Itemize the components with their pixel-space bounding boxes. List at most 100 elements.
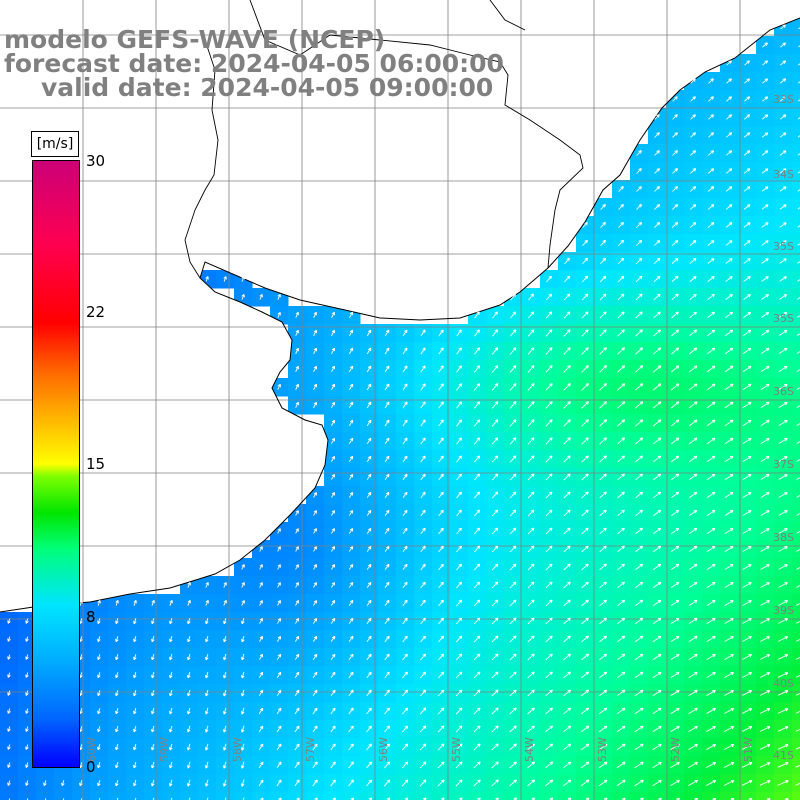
direction-arrow — [545, 329, 553, 337]
direction-arrow — [599, 581, 607, 589]
direction-arrow — [169, 725, 173, 733]
direction-arrow — [331, 492, 335, 498]
direction-arrow — [97, 618, 101, 624]
lat-label-38s: 38S — [773, 531, 794, 544]
direction-arrow — [420, 563, 426, 571]
direction-arrow — [402, 473, 408, 481]
direction-arrow — [581, 671, 590, 679]
direction-arrow — [331, 419, 336, 426]
direction-arrow — [777, 726, 789, 732]
direction-arrow — [653, 329, 661, 337]
direction-arrow — [725, 293, 733, 300]
direction-arrow — [491, 473, 499, 481]
speed-cell — [342, 792, 361, 800]
direction-arrow — [706, 743, 717, 750]
direction-arrow — [527, 617, 535, 625]
direction-arrow — [438, 527, 444, 535]
direction-arrow — [438, 329, 444, 337]
direction-arrow — [473, 689, 481, 697]
direction-arrow — [115, 636, 119, 643]
direction-arrow — [509, 491, 517, 499]
direction-arrow — [778, 474, 788, 480]
direction-arrow — [331, 383, 336, 391]
speed-cell — [792, 306, 800, 325]
direction-arrow — [527, 509, 535, 517]
direction-arrow — [706, 653, 716, 660]
direction-arrow — [580, 779, 590, 787]
speed-cell — [180, 792, 199, 800]
direction-arrow — [580, 761, 590, 769]
direction-arrow — [797, 261, 800, 264]
direction-arrow — [636, 239, 643, 246]
direction-arrow — [796, 549, 800, 552]
direction-arrow — [115, 654, 119, 661]
direction-arrow — [724, 419, 734, 427]
direction-arrow — [618, 239, 625, 246]
direction-arrow — [330, 671, 336, 679]
direction-arrow — [779, 168, 787, 174]
direction-arrow — [420, 599, 426, 607]
direction-arrow — [654, 132, 660, 138]
direction-arrow — [742, 582, 752, 588]
land-border — [489, 0, 526, 31]
direction-arrow — [617, 473, 625, 481]
direction-arrow — [455, 779, 463, 787]
direction-arrow — [563, 671, 571, 679]
direction-arrow — [635, 455, 644, 463]
direction-arrow — [670, 401, 680, 409]
speed-cell — [252, 792, 271, 800]
direction-arrow — [240, 743, 245, 751]
direction-arrow — [455, 653, 463, 661]
direction-arrow — [581, 653, 589, 661]
direction-arrow — [545, 545, 553, 553]
direction-arrow — [223, 635, 227, 643]
direction-arrow — [438, 365, 444, 373]
direction-arrow — [491, 635, 499, 643]
direction-arrow — [706, 707, 716, 714]
direction-arrow — [204, 779, 209, 787]
direction-arrow — [474, 437, 481, 445]
direction-arrow — [527, 401, 535, 409]
direction-arrow — [671, 275, 679, 283]
direction-arrow — [671, 527, 680, 535]
direction-arrow — [276, 671, 282, 678]
direction-arrow — [742, 437, 752, 445]
speed-cell — [432, 792, 451, 800]
direction-arrow — [438, 419, 444, 427]
direction-arrow — [402, 437, 408, 445]
direction-arrow — [670, 347, 680, 355]
direction-arrow — [545, 635, 553, 643]
direction-arrow — [581, 689, 590, 697]
direction-arrow — [312, 618, 318, 624]
direction-arrow — [330, 653, 336, 660]
direction-arrow — [617, 275, 625, 283]
direction-arrow — [599, 509, 607, 517]
direction-arrow — [670, 545, 680, 553]
direction-arrow — [527, 671, 535, 679]
direction-arrow — [295, 618, 300, 624]
direction-arrow — [350, 797, 354, 800]
direction-arrow — [671, 509, 680, 517]
direction-arrow — [672, 186, 679, 192]
direction-arrow — [688, 599, 698, 607]
direction-arrow — [581, 311, 589, 319]
direction-arrow — [455, 671, 463, 679]
direction-arrow — [420, 329, 426, 337]
speed-cell — [738, 792, 757, 800]
direction-arrow — [527, 743, 535, 751]
direction-arrow — [742, 473, 752, 480]
direction-arrow — [634, 653, 644, 661]
direction-arrow — [97, 600, 101, 606]
speed-cell — [576, 792, 595, 800]
direction-arrow — [438, 437, 444, 445]
direction-arrow — [795, 692, 800, 696]
direction-arrow — [169, 618, 173, 625]
direction-arrow — [348, 401, 354, 409]
direction-arrows — [7, 9, 800, 800]
direction-arrow — [545, 419, 553, 427]
direction-arrow — [563, 365, 571, 373]
direction-arrow — [563, 491, 571, 499]
direction-arrow — [688, 527, 698, 535]
direction-arrow — [599, 617, 607, 625]
